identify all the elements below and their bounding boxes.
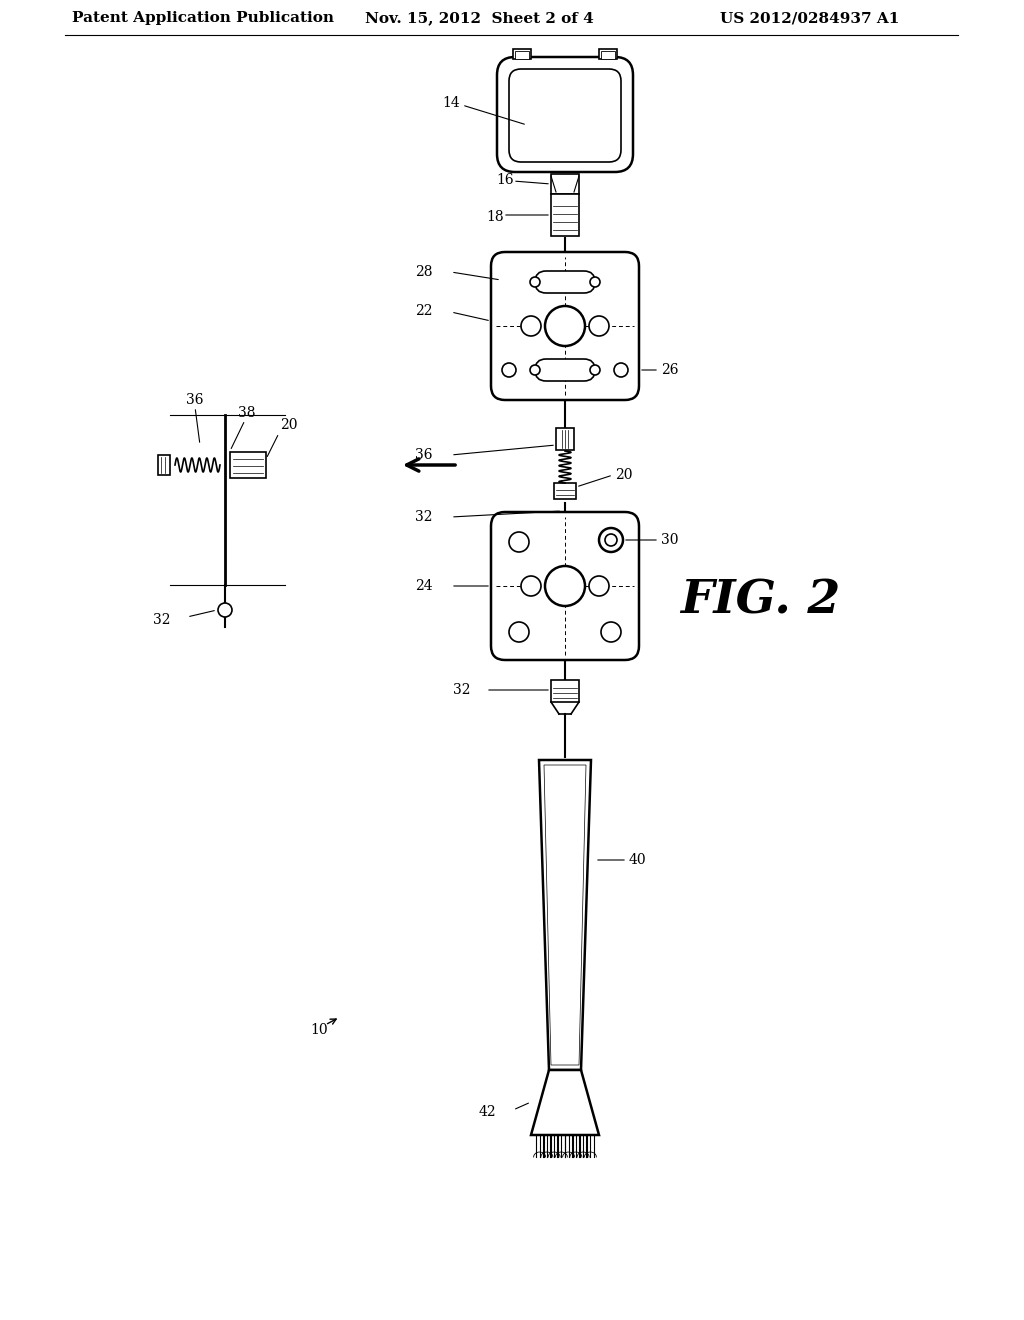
Circle shape bbox=[521, 315, 541, 337]
Circle shape bbox=[521, 576, 541, 597]
Text: 32: 32 bbox=[416, 510, 433, 524]
Circle shape bbox=[601, 622, 621, 642]
Text: 42: 42 bbox=[478, 1105, 496, 1119]
Text: 20: 20 bbox=[280, 418, 298, 432]
Text: FIG. 2: FIG. 2 bbox=[680, 577, 841, 623]
Text: 20: 20 bbox=[615, 469, 633, 482]
Bar bbox=[551, 680, 579, 702]
Circle shape bbox=[502, 363, 516, 378]
Polygon shape bbox=[544, 766, 586, 1065]
Bar bbox=[230, 451, 266, 478]
Bar bbox=[556, 428, 574, 450]
Text: 14: 14 bbox=[442, 96, 460, 110]
FancyBboxPatch shape bbox=[497, 57, 633, 172]
Bar bbox=[515, 51, 529, 59]
Circle shape bbox=[599, 528, 623, 552]
Bar bbox=[554, 483, 575, 499]
Polygon shape bbox=[531, 1071, 599, 1135]
Circle shape bbox=[509, 622, 529, 642]
FancyBboxPatch shape bbox=[535, 271, 595, 293]
Text: 24: 24 bbox=[416, 579, 433, 593]
Text: 40: 40 bbox=[629, 853, 646, 867]
Text: 10: 10 bbox=[310, 1023, 328, 1038]
Circle shape bbox=[589, 576, 609, 597]
Text: 32: 32 bbox=[454, 682, 471, 697]
Circle shape bbox=[614, 363, 628, 378]
Text: 28: 28 bbox=[416, 265, 433, 279]
Bar bbox=[599, 49, 617, 59]
Text: 32: 32 bbox=[153, 612, 170, 627]
Circle shape bbox=[530, 277, 540, 286]
Bar bbox=[601, 51, 615, 59]
FancyBboxPatch shape bbox=[490, 252, 639, 400]
Circle shape bbox=[589, 315, 609, 337]
Text: US 2012/0284937 A1: US 2012/0284937 A1 bbox=[720, 11, 899, 25]
Text: 22: 22 bbox=[416, 304, 433, 318]
Text: 36: 36 bbox=[186, 393, 204, 407]
Circle shape bbox=[218, 603, 232, 616]
FancyBboxPatch shape bbox=[490, 512, 639, 660]
Circle shape bbox=[545, 566, 585, 606]
Text: 16: 16 bbox=[496, 173, 514, 187]
Polygon shape bbox=[539, 760, 591, 1071]
Text: 38: 38 bbox=[239, 407, 256, 420]
Bar bbox=[513, 49, 531, 59]
FancyBboxPatch shape bbox=[535, 359, 595, 381]
Text: 26: 26 bbox=[662, 363, 679, 378]
Text: 36: 36 bbox=[416, 447, 433, 462]
Text: 30: 30 bbox=[662, 533, 679, 546]
Text: Patent Application Publication: Patent Application Publication bbox=[72, 11, 334, 25]
Text: Nov. 15, 2012  Sheet 2 of 4: Nov. 15, 2012 Sheet 2 of 4 bbox=[365, 11, 594, 25]
FancyBboxPatch shape bbox=[509, 69, 621, 162]
Bar bbox=[551, 194, 579, 236]
Circle shape bbox=[590, 277, 600, 286]
Circle shape bbox=[530, 366, 540, 375]
Circle shape bbox=[545, 306, 585, 346]
Bar bbox=[551, 174, 579, 194]
Circle shape bbox=[590, 366, 600, 375]
Bar bbox=[158, 455, 170, 475]
Circle shape bbox=[509, 532, 529, 552]
Circle shape bbox=[605, 535, 617, 546]
Text: 18: 18 bbox=[486, 210, 504, 224]
